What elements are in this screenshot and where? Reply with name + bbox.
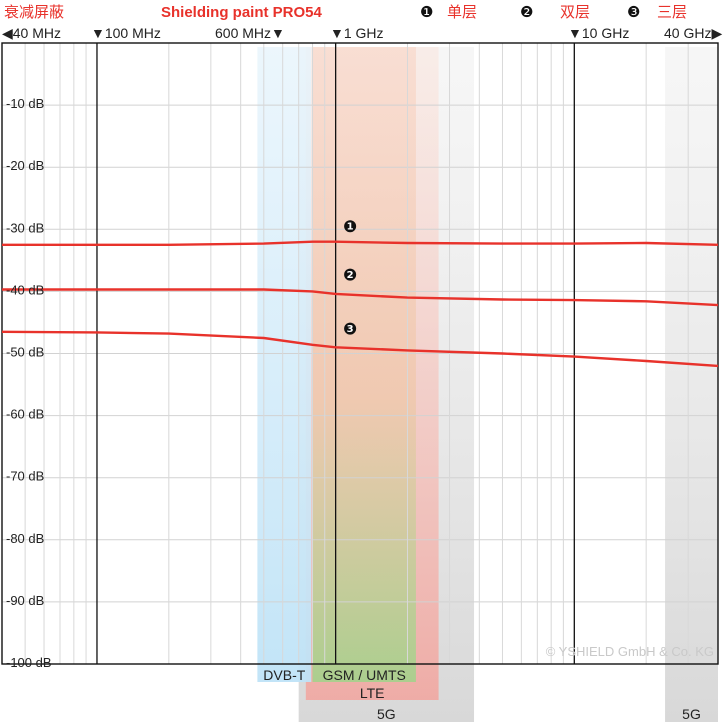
y-tick-label-5: -60 dB bbox=[6, 407, 44, 422]
series-marker-label-3: 3 bbox=[347, 324, 354, 335]
x-tick-100mhz: ▼100 MHz bbox=[91, 25, 161, 41]
y-tick-label-6: -70 dB bbox=[6, 469, 44, 484]
band-label-dvbt: DVB-T bbox=[263, 667, 305, 683]
y-axis-caption: 衰减屏蔽 bbox=[4, 4, 65, 21]
frequency-bands bbox=[257, 47, 718, 722]
series-marker-label-2: 2 bbox=[347, 270, 354, 281]
y-axis-ticks: -10 dB -20 dB -30 dB -40 dB -50 dB -60 dB -70 … bbox=[6, 96, 52, 670]
y-tick-label-1: -20 dB bbox=[6, 158, 44, 173]
band-gsm-umts bbox=[312, 47, 416, 682]
y-tick-label-3: -40 dB bbox=[6, 282, 44, 297]
x-tick-40mhz: ◀40 MHz bbox=[2, 25, 62, 41]
legend-marker-2: ❷ bbox=[520, 4, 534, 21]
band-label-lte: LTE bbox=[360, 685, 385, 701]
series-lines bbox=[1, 240, 719, 368]
series-marker-1 bbox=[344, 220, 357, 233]
band-dvbt bbox=[257, 47, 312, 682]
series-line-3 bbox=[1, 330, 719, 368]
band-label-gsm-umts: GSM / UMTS bbox=[323, 667, 406, 683]
series-markers: 1 2 3 bbox=[344, 220, 357, 335]
grid bbox=[1, 42, 719, 665]
x-tick-1ghz: ▼1 GHz bbox=[330, 25, 384, 41]
y-tick-label-4: -50 dB bbox=[6, 345, 44, 360]
chart-title: Shielding paint PRO54 bbox=[161, 4, 322, 21]
series-line-1 bbox=[2, 240, 719, 247]
series-marker-2 bbox=[344, 268, 357, 281]
x-tick-40ghz: 40 GHz▶ bbox=[664, 25, 723, 41]
legend-label-2: 双层 bbox=[560, 4, 591, 21]
series-marker-label-1: 1 bbox=[347, 222, 354, 233]
x-tick-600mhz: 600 MHz▼ bbox=[215, 25, 285, 41]
y-tick-label-2: -30 dB bbox=[6, 220, 44, 235]
series-line-2 bbox=[2, 288, 719, 307]
legend-label-3: 三层 bbox=[657, 4, 688, 21]
band-label-5g: 5G bbox=[377, 706, 396, 722]
band-5g-mmwave bbox=[665, 47, 718, 722]
legend-label-1: 单层 bbox=[447, 4, 478, 21]
y-tick-label-8: -90 dB bbox=[6, 593, 44, 608]
band-labels: DVB-T GSM / UMTS LTE 5G 5G bbox=[263, 667, 701, 722]
plot-frame bbox=[1, 42, 719, 665]
series-marker-3 bbox=[344, 322, 357, 335]
y-tick-label-7: -80 dB bbox=[6, 531, 44, 546]
y-tick-label-9: -100 dB bbox=[6, 655, 52, 670]
legend-marker-1: ❶ bbox=[420, 4, 434, 21]
band-label-5g-mmwave: 5G bbox=[682, 706, 701, 722]
y-tick-label-0: -10 dB bbox=[6, 96, 44, 111]
x-tick-10ghz: ▼10 GHz bbox=[568, 25, 630, 41]
legend-marker-3: ❸ bbox=[627, 4, 641, 21]
copyright-notice: © YSHIELD GmbH & Co. KG bbox=[546, 644, 714, 659]
